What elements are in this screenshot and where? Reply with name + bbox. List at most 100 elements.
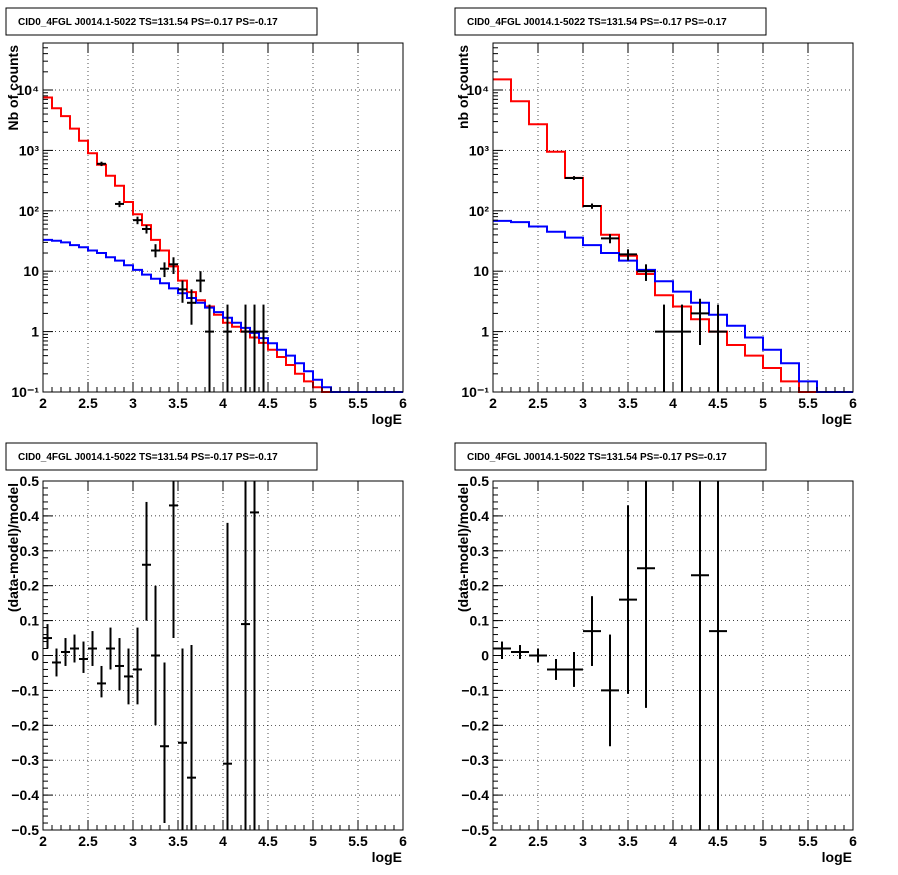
y-tick-label: 10⁴ — [17, 82, 40, 98]
data-point — [187, 289, 196, 325]
data-point — [241, 481, 250, 830]
data-point — [241, 304, 250, 392]
x-tick-label: 3.5 — [618, 395, 638, 411]
title-box — [5, 7, 318, 36]
data-point — [223, 304, 232, 392]
x-tick-label: 6 — [849, 395, 857, 411]
data-point — [142, 501, 151, 621]
data-points — [565, 176, 727, 392]
data-point — [601, 234, 619, 244]
x-tick-label: 4.5 — [258, 833, 278, 849]
axis-ticks: 2 2.5 3 3.5 4 4.5 5 5.5 6 10⁻¹ 1 10 10² 10³ 10⁴ — [11, 43, 407, 411]
y-tick-label: −0.2 — [11, 717, 39, 733]
x-axis-label: logE — [372, 849, 402, 865]
x-tick-label: 6 — [849, 833, 857, 849]
data-point — [691, 481, 709, 830]
y-tick-label: 0.3 — [20, 543, 40, 559]
grid-lines — [43, 481, 403, 830]
x-tick-label: 3 — [129, 395, 137, 411]
y-tick-label: 10² — [19, 203, 40, 219]
data-point — [223, 522, 232, 830]
x-tick-label: 4 — [669, 395, 677, 411]
x-tick-label: 4 — [669, 833, 677, 849]
y-axis-label: (data-model)/model — [5, 483, 21, 612]
data-point — [250, 481, 259, 830]
y-tick-label: 1 — [31, 324, 39, 340]
y-tick-label: 10 — [23, 263, 39, 279]
data-point — [547, 658, 565, 680]
chart-panel-bottom-right: CID0_4FGL J0014.1-5022 TS=131.54 PS=-0.1… — [454, 442, 857, 865]
histogram-series-0 — [493, 78, 853, 393]
x-tick-label: 5.5 — [348, 833, 368, 849]
y-tick-label: 0.1 — [470, 613, 490, 629]
chart-title: CID0_4FGL J0014.1-5022 TS=131.54 PS=-0.1… — [18, 452, 278, 463]
data-point — [61, 638, 70, 666]
x-axis-label: logE — [372, 411, 402, 427]
data-point — [637, 481, 655, 708]
data-point — [88, 631, 97, 666]
data-point — [619, 505, 637, 694]
x-tick-label: 4.5 — [258, 395, 278, 411]
data-point — [178, 280, 187, 303]
histogram-series-1 — [43, 238, 403, 393]
y-tick-label: 0.2 — [470, 578, 490, 594]
y-tick-label: 0.2 — [20, 578, 40, 594]
data-point — [601, 634, 619, 747]
axis-ticks: 2 2.5 3 3.5 4 4.5 5 5.5 6 −0.5 −0.4 −0.3 −0.2 −0.1 0 0.… — [461, 473, 857, 849]
x-tick-label: 3 — [579, 395, 587, 411]
y-tick-label: 10⁴ — [467, 82, 490, 98]
data-point — [187, 645, 196, 830]
data-point — [115, 638, 124, 691]
x-tick-label: 4 — [219, 395, 227, 411]
data-point — [160, 262, 169, 278]
x-tick-label: 3.5 — [618, 833, 638, 849]
chart-panel-top-left: CID0_4FGL J0014.1-5022 TS=131.54 PS=-0.1… — [5, 7, 407, 427]
data-point — [160, 662, 169, 824]
data-point — [151, 244, 160, 258]
data-point — [583, 596, 601, 666]
histogram-series-1 — [493, 219, 853, 393]
data-point — [565, 652, 583, 687]
x-tick-label: 2.5 — [528, 833, 548, 849]
y-tick-label: 0.3 — [470, 543, 490, 559]
x-tick-label: 2.5 — [528, 395, 548, 411]
y-tick-label: −0.3 — [11, 752, 39, 768]
y-tick-label: 0.1 — [20, 613, 40, 629]
y-tick-label: 10³ — [469, 142, 490, 158]
data-point — [151, 585, 160, 726]
data-point — [205, 304, 214, 392]
x-tick-label: 5 — [759, 833, 767, 849]
title-box — [454, 7, 767, 36]
chart-title: CID0_4FGL J0014.1-5022 TS=131.54 PS=-0.1… — [467, 17, 727, 28]
data-point — [637, 264, 655, 281]
x-tick-label: 5.5 — [798, 395, 818, 411]
data-point — [250, 304, 259, 392]
y-tick-label: −0.5 — [11, 822, 39, 838]
y-tick-label: −0.4 — [11, 787, 39, 803]
data-point — [196, 271, 205, 293]
chart-panel-bottom-left: CID0_4FGL J0014.1-5022 TS=131.54 PS=-0.1… — [5, 442, 407, 865]
grid-lines — [43, 43, 403, 392]
x-tick-label: 2 — [39, 833, 47, 849]
y-axis-label: nb of counts — [455, 45, 471, 129]
data-point — [259, 304, 268, 392]
axis-ticks: 2 2.5 3 3.5 4 4.5 5 5.5 6 −0.5 −0.4 −0.3 −0.2 −0.1 0 0.… — [11, 473, 407, 849]
x-tick-label: 2.5 — [78, 833, 98, 849]
data-point — [106, 627, 115, 670]
data-point — [79, 641, 88, 673]
data-point — [619, 249, 637, 261]
x-tick-label: 6 — [399, 395, 407, 411]
y-tick-label: 0.4 — [470, 508, 490, 524]
y-tick-label: 10² — [469, 203, 490, 219]
y-tick-label: 0.5 — [20, 473, 40, 489]
y-tick-label: 1 — [481, 324, 489, 340]
x-tick-label: 5 — [759, 395, 767, 411]
y-tick-label: 0.5 — [470, 473, 490, 489]
data-points — [97, 161, 268, 392]
data-point — [511, 645, 529, 659]
y-tick-label: −0.1 — [461, 682, 489, 698]
data-points — [493, 481, 727, 830]
title-box — [5, 442, 318, 471]
y-tick-label: −0.3 — [461, 752, 489, 768]
